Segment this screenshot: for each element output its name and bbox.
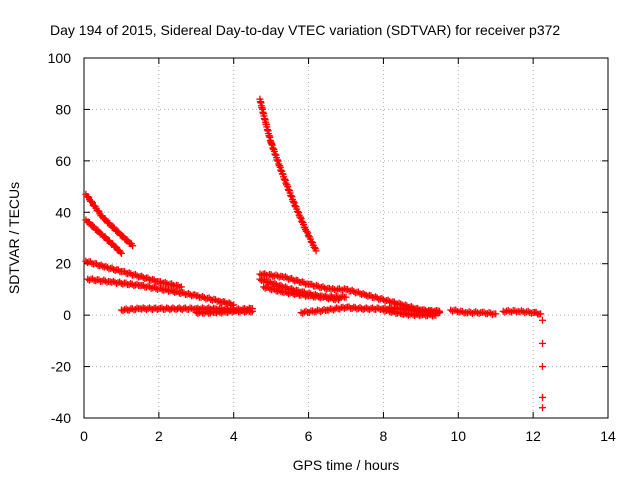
series-track-7 <box>256 95 320 255</box>
data-point <box>432 311 440 319</box>
data-point <box>177 283 185 291</box>
x-tick-label: 8 <box>380 428 388 444</box>
data-point <box>398 309 423 320</box>
plot-frame <box>83 57 609 419</box>
data-point <box>82 216 106 238</box>
data-point <box>436 307 444 315</box>
data-point <box>361 291 386 303</box>
series-track-3 <box>82 257 185 291</box>
y-tick-label: 40 <box>55 204 71 220</box>
series-track-4 <box>84 275 238 309</box>
data-point <box>539 393 546 401</box>
data-point <box>256 275 285 290</box>
data-point <box>106 277 143 290</box>
data-point <box>82 190 106 220</box>
x-tick-labels: 0 2 4 6 8 10 12 14 <box>80 428 616 444</box>
data-point <box>267 139 286 175</box>
data-point <box>99 213 124 239</box>
data-point <box>99 262 124 276</box>
grid <box>84 58 608 418</box>
data-points <box>82 95 546 412</box>
data-point <box>256 95 269 124</box>
data-point <box>248 307 256 315</box>
x-axis-label: GPS time / hours <box>293 457 400 473</box>
data-point <box>260 283 285 295</box>
y-tick-label: -40 <box>51 410 71 426</box>
data-point <box>117 304 143 315</box>
series-track-6 <box>192 306 256 317</box>
x-tick-label: 12 <box>525 428 541 444</box>
y-axis-label: SDTVAR / TECUs <box>6 182 22 294</box>
series-track-14 <box>499 306 545 318</box>
x-tick-label: 6 <box>305 428 313 444</box>
data-point <box>312 247 320 255</box>
data-point <box>539 404 546 412</box>
x-tick-label: 2 <box>155 428 163 444</box>
data-point <box>379 306 405 317</box>
data-point <box>166 286 199 300</box>
data-point <box>305 280 333 293</box>
data-point <box>379 296 405 308</box>
data-point <box>301 224 319 253</box>
data-point <box>136 281 173 295</box>
data-point <box>117 231 136 248</box>
data-point <box>537 310 545 318</box>
data-point <box>117 249 125 257</box>
data-point <box>278 288 311 300</box>
series-track-1 <box>82 190 137 250</box>
data-point <box>492 310 500 318</box>
data-point <box>262 118 275 146</box>
data-point <box>342 293 350 301</box>
series-track-10 <box>260 283 350 302</box>
data-point <box>129 242 137 250</box>
data-point <box>117 267 143 281</box>
x-tick-label: 4 <box>230 428 238 444</box>
data-point <box>84 275 113 286</box>
x-tick-label: 10 <box>450 428 466 444</box>
data-point <box>499 306 521 316</box>
data-point <box>323 303 348 314</box>
data-point <box>539 316 546 324</box>
series-track-13 <box>447 306 500 318</box>
data-point <box>110 242 124 256</box>
data-point <box>297 305 330 317</box>
data-point <box>447 306 468 317</box>
data-point <box>278 273 311 288</box>
data-point <box>278 170 297 205</box>
x-tick-label: 14 <box>600 428 616 444</box>
data-point <box>230 306 255 316</box>
y-tick-labels: -40 -20 0 20 40 60 80 100 <box>48 50 72 426</box>
series-track-2 <box>82 216 125 257</box>
y-tick-label: 60 <box>55 153 71 169</box>
y-tick-label: -20 <box>51 359 71 375</box>
data-point <box>290 198 308 231</box>
data-point <box>342 303 367 313</box>
series-track-12 <box>379 306 440 320</box>
y-tick-label: 20 <box>55 256 71 272</box>
series-outliers <box>539 316 546 412</box>
data-point <box>155 278 184 291</box>
data-point <box>136 304 161 314</box>
data-point <box>539 339 546 347</box>
y-tick-label: 80 <box>55 101 71 117</box>
axis-ticks <box>83 57 609 419</box>
y-tick-label: 0 <box>63 307 71 323</box>
data-point <box>539 363 546 371</box>
chart-title: Day 194 of 2015, Sidereal Day-to-day VTE… <box>50 22 560 38</box>
x-tick-label: 0 <box>80 428 88 444</box>
y-tick-label: 100 <box>48 50 72 66</box>
